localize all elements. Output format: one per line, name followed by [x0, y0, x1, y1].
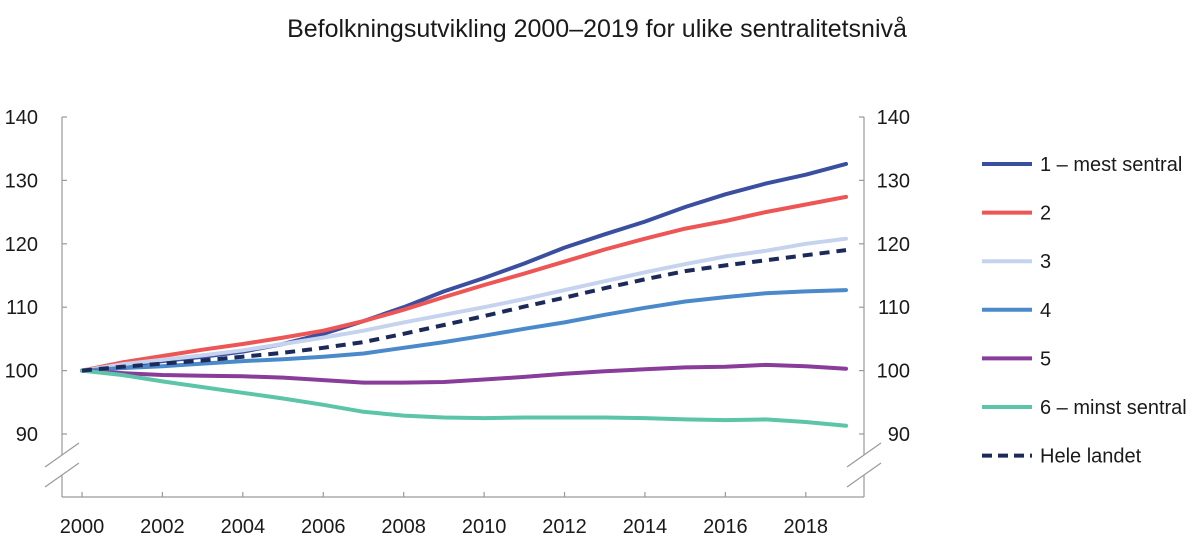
x-tick-label: 2008 — [381, 516, 426, 538]
x-tick-label: 2010 — [462, 516, 507, 538]
x-tick-label: 2018 — [784, 516, 829, 538]
series-line-3 — [80, 236, 848, 373]
y-tick-label-left: 100 — [5, 361, 38, 383]
x-tick-label: 2014 — [623, 516, 668, 538]
y-tick-label-left: 130 — [5, 170, 38, 192]
x-tick-label: 2016 — [703, 516, 748, 538]
y-tick-label-right: 140 — [877, 107, 910, 129]
x-tick-label: 2012 — [542, 516, 587, 538]
y-tick-label-right: 100 — [877, 361, 910, 383]
legend-label: 2 — [1040, 203, 1051, 225]
y-tick-label-right: 110 — [878, 297, 910, 319]
x-tick-label: 2002 — [140, 516, 185, 538]
legend-label: 6 – minst sentral — [1040, 397, 1187, 419]
y-tick-label-left: 110 — [6, 297, 38, 319]
x-tick-label: 2004 — [221, 516, 266, 538]
left-axis-break-mark — [44, 462, 80, 488]
y-tick-label-left: 140 — [5, 107, 38, 129]
right-axis-break-mark — [846, 462, 882, 488]
legend-label: 4 — [1040, 300, 1051, 322]
series-line-5 — [80, 362, 848, 385]
legend-label: 1 – mest sentral — [1040, 154, 1182, 176]
y-tick-label-left: 120 — [5, 234, 38, 256]
left-axis-break-mark — [44, 442, 80, 468]
x-tick-label: 2000 — [60, 516, 105, 538]
y-tick-label-right: 130 — [877, 170, 910, 192]
y-tick-label-left: 90 — [16, 424, 38, 446]
x-tick-label: 2006 — [301, 516, 346, 538]
y-tick-label-right: 120 — [877, 234, 910, 256]
series-line-hele-landet — [81, 248, 847, 373]
right-axis-break-mark — [846, 442, 882, 468]
y-tick-label-right: 90 — [888, 424, 910, 446]
chart-title: Befolkningsutvikling 2000–2019 for ulike… — [287, 15, 907, 43]
series-lines — [80, 161, 848, 428]
legend-label: Hele landet — [1040, 446, 1142, 468]
legend-label: 3 — [1040, 251, 1051, 273]
legend: 1 – mest sentral 2 3 4 5 6 – minst sentral Hel… — [982, 154, 1187, 468]
axes: 90 90 100 100 110 110 120 120 130 130 140 140 2000 20… — [5, 107, 910, 538]
series-line-6-minst-sentral — [80, 368, 848, 428]
legend-label: 5 — [1040, 348, 1051, 370]
series-line-2 — [80, 194, 848, 373]
series-line-4 — [80, 288, 848, 373]
